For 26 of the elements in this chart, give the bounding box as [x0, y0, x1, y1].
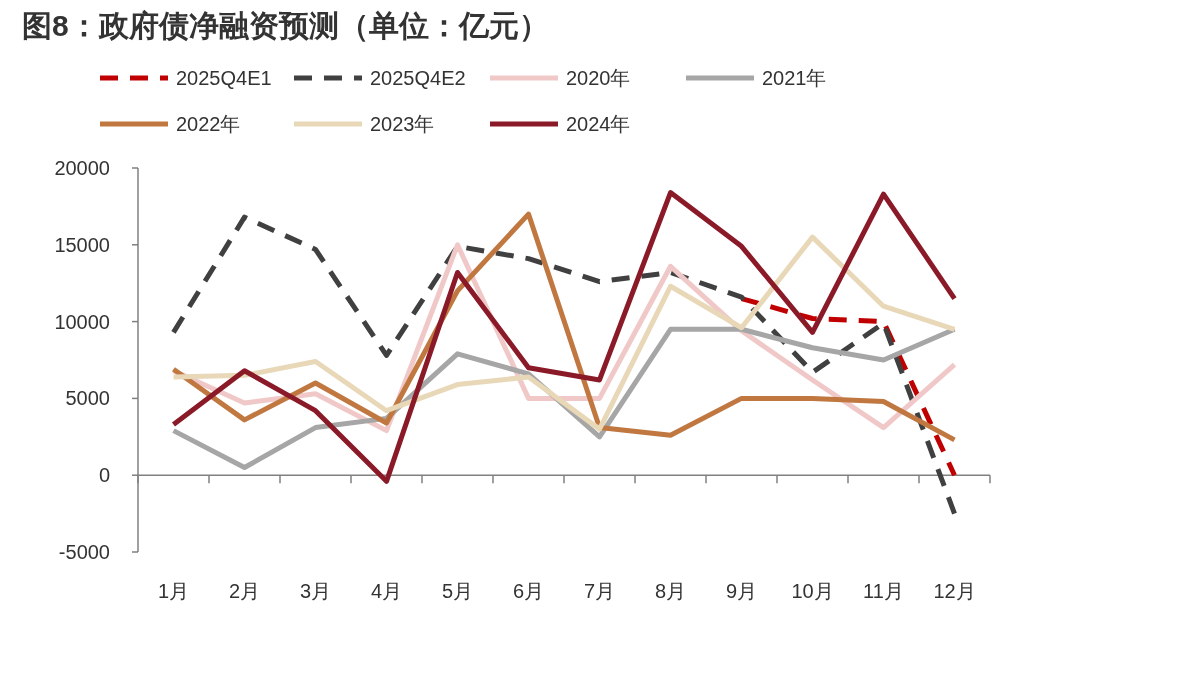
x-tick-label: 6月: [512, 580, 545, 602]
legend-label: 2023年: [370, 113, 435, 135]
y-tick-label: 10000: [54, 310, 110, 333]
x-tick-label: 9月: [725, 580, 758, 602]
x-tick-label: 10月: [791, 580, 834, 602]
y-tick-label: 5000: [65, 387, 110, 410]
chart-title: 图8：政府债净融资预测（单位：亿元）: [22, 9, 549, 42]
x-tick-label: 1月: [157, 580, 190, 602]
legend-label: 2021年: [762, 67, 827, 89]
legend-label: 2025Q4E2: [370, 67, 466, 89]
y-tick-label: 15000: [54, 233, 110, 256]
x-tick-label: 3月: [299, 580, 332, 602]
legend-label: 2022年: [176, 113, 241, 135]
x-tick-label: 2月: [228, 580, 261, 602]
y-tick-label: 0: [98, 464, 110, 487]
y-tick-label: 20000: [54, 157, 110, 179]
legend-label: 2025Q4E1: [176, 67, 272, 89]
x-tick-label: 7月: [583, 580, 616, 602]
legend-label: 2024年: [566, 113, 631, 135]
x-tick-label: 11月: [863, 580, 904, 602]
x-tick-label: 4月: [370, 580, 403, 602]
x-tick-label: 8月: [654, 580, 687, 602]
y-tick-label: -5000: [58, 541, 110, 563]
x-tick-label: 5月: [441, 580, 474, 602]
legend-label: 2020年: [566, 67, 631, 89]
x-tick-label: 12月: [933, 580, 976, 602]
